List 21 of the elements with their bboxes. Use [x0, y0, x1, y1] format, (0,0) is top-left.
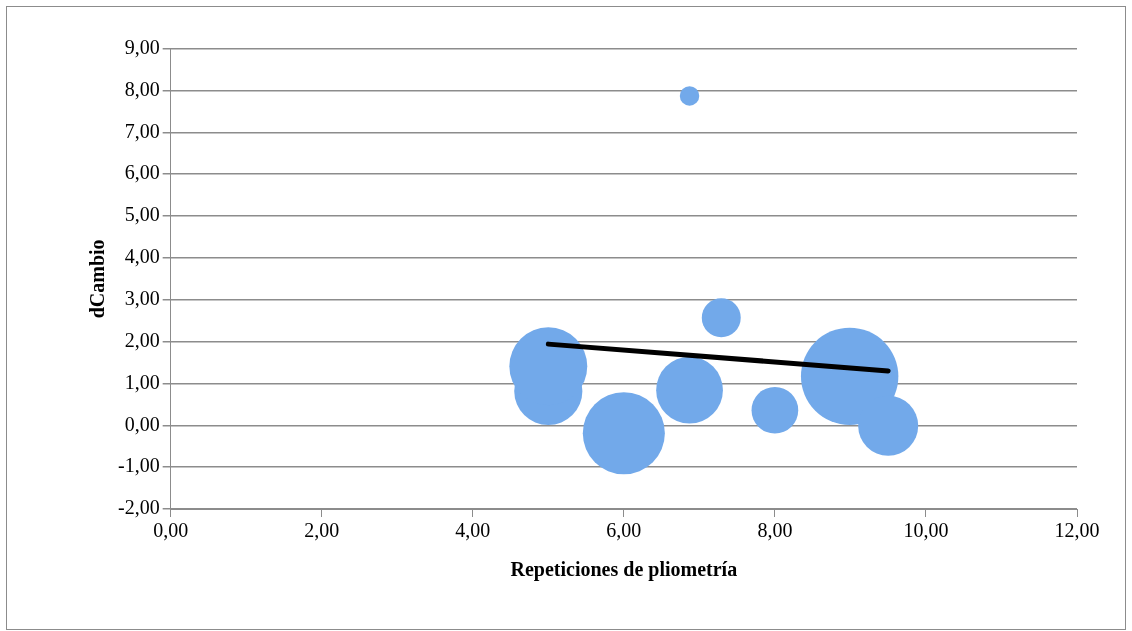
y-tick-label: 6,00 [124, 161, 160, 184]
y-tick-label: 4,00 [124, 245, 160, 268]
y-tick-label: -1,00 [117, 454, 160, 477]
y-tick-label: 9,00 [124, 35, 160, 58]
y-tick-label: 8,00 [124, 77, 160, 100]
x-tick-label: 6,00 [606, 519, 642, 542]
x-tick-label: 0,00 [153, 519, 189, 542]
y-axis-title: dCambio [86, 239, 109, 319]
x-tick-label: 12,00 [1054, 519, 1100, 542]
x-tick-label: 4,00 [455, 519, 491, 542]
y-tick-label: 7,00 [124, 119, 160, 142]
x-tick-label: 8,00 [757, 519, 793, 542]
y-tick-label: 1,00 [124, 370, 160, 393]
y-tick-label: -2,00 [117, 496, 160, 519]
y-tick-label: 0,00 [124, 412, 160, 435]
y-tick-label: 2,00 [124, 328, 160, 351]
y-tick-label: 5,00 [124, 203, 160, 226]
y-tick-label: 3,00 [124, 287, 160, 310]
x-tick-label: 10,00 [903, 519, 949, 542]
x-axis-title: Repeticiones de pliometría [510, 558, 738, 582]
x-tick-label: 2,00 [304, 519, 340, 542]
